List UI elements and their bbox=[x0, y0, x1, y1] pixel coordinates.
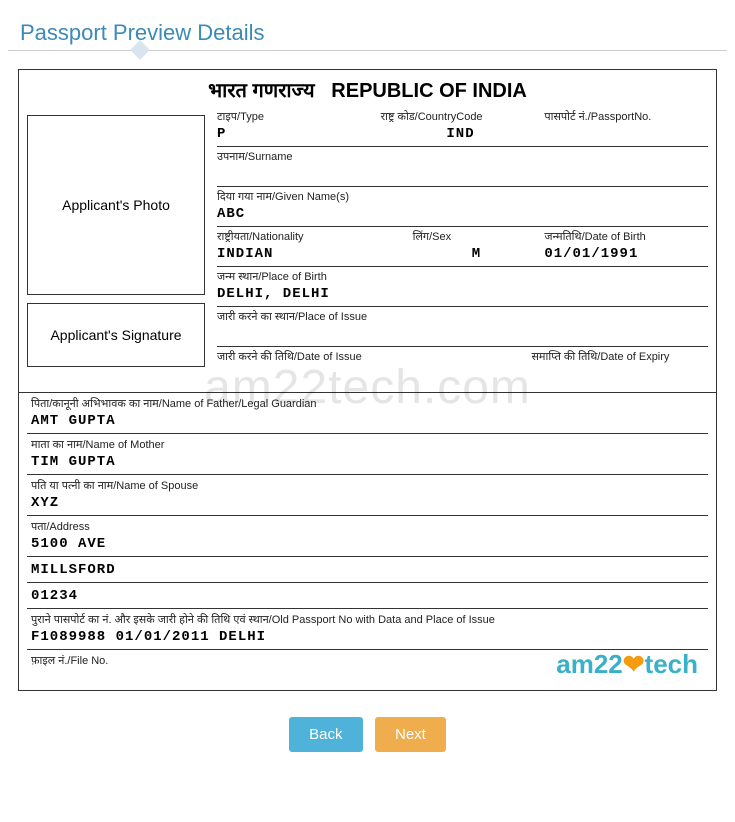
spouse-label: पति या पत्नी का नाम/Name of Spouse bbox=[31, 478, 704, 493]
pob-label: जन्म स्थान/Place of Birth bbox=[217, 269, 704, 284]
doe-label: समाप्ति की तिथि/Date of Expiry bbox=[532, 349, 705, 364]
title-divider bbox=[8, 50, 727, 51]
poi-label: जारी करने का स्थान/Place of Issue bbox=[217, 309, 704, 324]
address-line3: 01234 bbox=[31, 586, 704, 606]
header-hindi: भारत गणराज्य bbox=[208, 80, 315, 102]
pob-value: DELHI, DELHI bbox=[217, 284, 704, 304]
doe-value bbox=[532, 364, 705, 384]
back-button[interactable]: Back bbox=[289, 717, 362, 752]
mother-label: माता का नाम/Name of Mother bbox=[31, 437, 704, 452]
address-label: पता/Address bbox=[31, 519, 704, 534]
father-label: पिता/कानूनी अभिभावक का नाम/Name of Fathe… bbox=[31, 396, 704, 411]
sex-value: M bbox=[413, 244, 541, 264]
address-line1: 5100 AVE bbox=[31, 534, 704, 554]
nationality-label: राष्ट्रीयता/Nationality bbox=[217, 229, 409, 244]
oldpassport-label: पुराने पासपोर्ट का नं. और इसके जारी होने… bbox=[31, 612, 704, 627]
type-label: टाइप/Type bbox=[217, 109, 377, 124]
photo-label: Applicant's Photo bbox=[62, 197, 170, 213]
passportno-label: पासपोर्ट नं./PassportNo. bbox=[544, 109, 704, 124]
type-value: P bbox=[217, 124, 377, 144]
countrycode-value: IND bbox=[381, 124, 541, 144]
passportno-value bbox=[544, 124, 704, 144]
nationality-value: INDIAN bbox=[217, 244, 409, 264]
doi-value bbox=[217, 364, 528, 384]
surname-label: उपनाम/Surname bbox=[217, 149, 704, 164]
doi-label: जारी करने की तिथि/Date of Issue bbox=[217, 349, 528, 364]
brand-logo: am22❤tech bbox=[556, 649, 698, 680]
father-value: AMT GUPTA bbox=[31, 411, 704, 431]
signature-label: Applicant's Signature bbox=[50, 327, 181, 343]
passport-preview-box: भारत गणराज्य REPUBLIC OF INDIA Applicant… bbox=[18, 69, 717, 691]
applicant-signature-placeholder: Applicant's Signature bbox=[27, 303, 205, 367]
givennames-label: दिया गया नाम/Given Name(s) bbox=[217, 189, 704, 204]
logo-heart-icon: ❤ bbox=[623, 649, 645, 679]
address-line2: MILLSFORD bbox=[31, 560, 704, 580]
givennames-value: ABC bbox=[217, 204, 704, 224]
applicant-photo-placeholder: Applicant's Photo bbox=[27, 115, 205, 295]
surname-value bbox=[217, 164, 704, 184]
sex-label: लिंग/Sex bbox=[413, 229, 541, 244]
logo-part1: am22 bbox=[556, 649, 623, 679]
button-row: Back Next bbox=[8, 717, 727, 752]
dob-label: जन्मतिथि/Date of Birth bbox=[544, 229, 704, 244]
logo-part2: tech bbox=[645, 649, 698, 679]
next-button[interactable]: Next bbox=[375, 717, 446, 752]
poi-value bbox=[217, 324, 704, 344]
mother-value: TIM GUPTA bbox=[31, 452, 704, 472]
dob-value: 01/01/1991 bbox=[544, 244, 704, 264]
page-title: Passport Preview Details bbox=[20, 20, 727, 46]
header-english: REPUBLIC OF INDIA bbox=[331, 80, 527, 102]
oldpassport-value: F1089988 01/01/2011 DELHI bbox=[31, 627, 704, 647]
countrycode-label: राष्ट्र कोड/CountryCode bbox=[381, 109, 541, 124]
passport-header: भारत गणराज्य REPUBLIC OF INDIA bbox=[19, 70, 716, 107]
spouse-value: XYZ bbox=[31, 493, 704, 513]
